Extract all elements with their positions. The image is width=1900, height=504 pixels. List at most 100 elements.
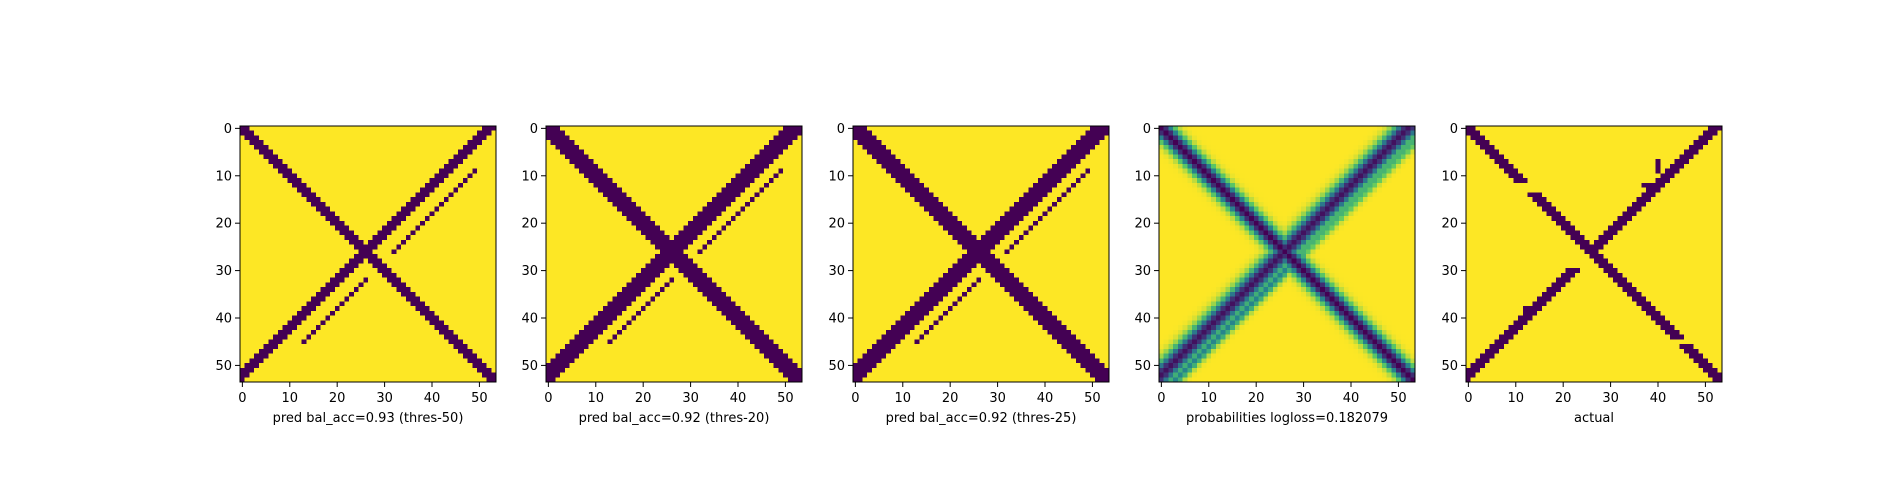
heatmap-cell (698, 268, 703, 273)
heatmap-cell (458, 145, 463, 150)
heatmap-cell (774, 259, 779, 264)
heatmap-cell (406, 192, 411, 197)
heatmap-cell (646, 268, 651, 273)
heatmap-cell (335, 135, 340, 140)
heatmap-cell (764, 273, 769, 278)
heatmap-cell (330, 173, 335, 178)
heatmap-cell (570, 169, 575, 174)
heatmap-cell (702, 192, 707, 197)
heatmap-cell (382, 150, 387, 155)
heatmap-cell (420, 349, 425, 354)
heatmap-cell (750, 282, 755, 287)
heatmap-cell (368, 263, 373, 268)
heatmap-cell (411, 150, 416, 155)
heatmap-cell (482, 287, 487, 292)
heatmap-cell (463, 207, 468, 212)
heatmap-cell (482, 202, 487, 207)
heatmap-cell (574, 159, 579, 164)
heatmap-cell (598, 145, 603, 150)
heatmap-cell (650, 249, 655, 254)
heatmap-cell (273, 349, 278, 354)
heatmap-cell (392, 306, 397, 311)
heatmap-cell (268, 287, 273, 292)
heatmap-cell (264, 320, 269, 325)
heatmap-cell (387, 316, 392, 321)
heatmap-cell (254, 197, 259, 202)
heatmap-cell (425, 221, 430, 226)
heatmap-cell (292, 325, 297, 330)
heatmap-cell (306, 344, 311, 349)
heatmap-cell (354, 240, 359, 245)
heatmap-cell (702, 145, 707, 150)
heatmap-cell (373, 273, 378, 278)
heatmap-cell (665, 268, 670, 273)
heatmap-cell (788, 301, 793, 306)
heatmap-cell (712, 197, 717, 202)
heatmap-cell (793, 197, 798, 202)
heatmap-cell (636, 154, 641, 159)
heatmap-cell (283, 188, 288, 193)
heatmap-cell (560, 164, 565, 169)
heatmap-cell (434, 311, 439, 316)
heatmap-cell (693, 211, 698, 216)
heatmap-cell (344, 268, 349, 273)
heatmap-cell (750, 126, 755, 131)
heatmap-cell (565, 154, 570, 159)
heatmap-cell (655, 173, 660, 178)
heatmap-cell (707, 263, 712, 268)
heatmap-cell (283, 131, 288, 136)
heatmap-cell (487, 169, 492, 174)
heatmap-cell (340, 154, 345, 159)
heatmap-cell (382, 339, 387, 344)
heatmap-cell (297, 311, 302, 316)
heatmap-cell (335, 268, 340, 273)
heatmap-cell (608, 230, 613, 235)
heatmap-cell (458, 287, 463, 292)
heatmap-cell (472, 249, 477, 254)
heatmap-cell (660, 211, 665, 216)
heatmap-cell (698, 249, 703, 254)
heatmap-cell (363, 316, 368, 321)
heatmap-cell (245, 320, 250, 325)
heatmap-cell (477, 273, 482, 278)
heatmap-cell (325, 169, 330, 174)
heatmap-cell (411, 373, 416, 378)
heatmap-cell (259, 126, 264, 131)
heatmap-cell (707, 207, 712, 212)
heatmap-cell (453, 207, 458, 212)
heatmap-cell (458, 192, 463, 197)
heatmap-cell (579, 154, 584, 159)
heatmap-cell (764, 278, 769, 283)
heatmap-cell (631, 169, 636, 174)
heatmap-cell (287, 344, 292, 349)
heatmap-cell (387, 188, 392, 193)
heatmap-cell (646, 282, 651, 287)
heatmap-cell (589, 297, 594, 302)
heatmap-cell (731, 226, 736, 231)
heatmap-cell (574, 282, 579, 287)
heatmap-cell (425, 131, 430, 136)
heatmap-cell (726, 282, 731, 287)
heatmap-cell (434, 140, 439, 145)
heatmap-cell (468, 259, 473, 264)
heatmap-cell (439, 339, 444, 344)
heatmap-cell (693, 188, 698, 193)
heatmap-cell (330, 192, 335, 197)
heatmap-cell (396, 344, 401, 349)
heatmap-cell (693, 207, 698, 212)
heatmap-cell (683, 192, 688, 197)
heatmap-cell (306, 287, 311, 292)
heatmap-cell (306, 358, 311, 363)
heatmap-cell (726, 240, 731, 245)
heatmap-cell (669, 226, 674, 231)
heatmap-cell (598, 140, 603, 145)
heatmap-cell (396, 358, 401, 363)
heatmap-cell (411, 131, 416, 136)
heatmap-cell (302, 268, 307, 273)
heatmap-cell (411, 287, 416, 292)
heatmap-cell (264, 240, 269, 245)
heatmap-cell (363, 169, 368, 174)
heatmap-cell (240, 292, 245, 297)
heatmap-cell (482, 183, 487, 188)
heatmap-cell (306, 278, 311, 283)
